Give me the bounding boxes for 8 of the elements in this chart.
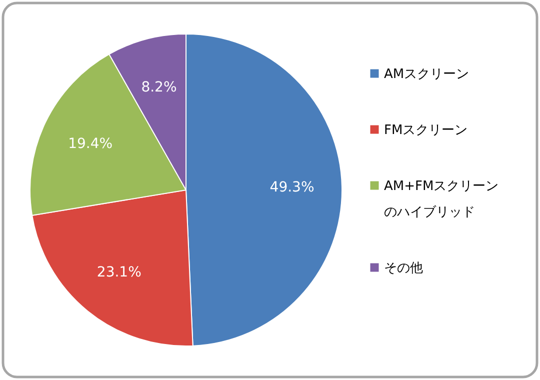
legend-label: AMスクリーン [384, 66, 470, 82]
legend-label: その他 [384, 260, 423, 276]
data-label: 19.4% [68, 136, 113, 152]
data-label: 49.3% [270, 180, 314, 196]
legend-label: FMスクリーン [384, 122, 468, 138]
data-label: 8.2% [141, 79, 177, 96]
legend-label: AM+FMスクリーンのハイブリッド [384, 178, 499, 220]
data-label: 23.1% [96, 264, 142, 280]
